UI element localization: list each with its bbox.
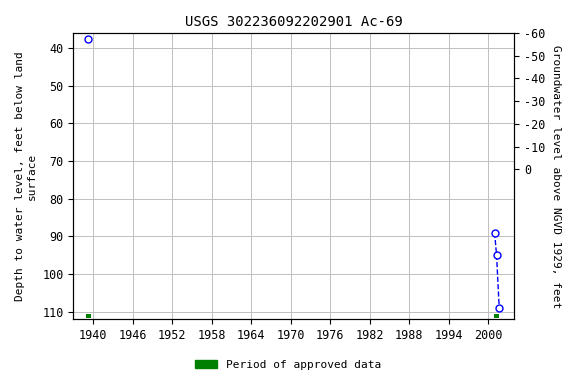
Title: USGS 302236092202901 Ac-69: USGS 302236092202901 Ac-69 xyxy=(185,15,403,29)
Y-axis label: Groundwater level above NGVD 1929, feet: Groundwater level above NGVD 1929, feet xyxy=(551,45,561,308)
Bar xyxy=(494,314,499,318)
Legend: Period of approved data: Period of approved data xyxy=(191,356,385,375)
Y-axis label: Depth to water level, feet below land
surface: Depth to water level, feet below land su… xyxy=(15,51,37,301)
Bar xyxy=(86,314,91,318)
